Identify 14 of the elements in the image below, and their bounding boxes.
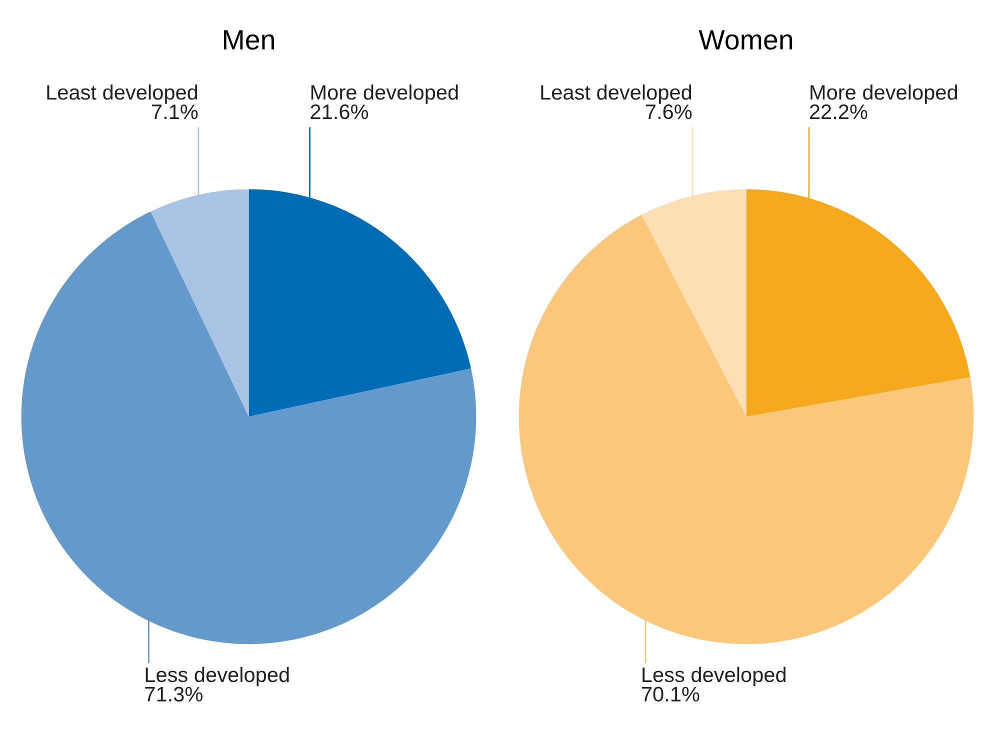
slice-label: More developed: [311, 84, 458, 104]
slice-label: Less developed: [146, 666, 289, 686]
data-label: 21.6%: [310, 104, 368, 120]
slice-label: Least developed: [541, 84, 692, 104]
slice-label: More developed: [810, 84, 957, 104]
data-label: 70.1%: [642, 686, 700, 702]
chart-title: Men: [224, 30, 274, 50]
slice-label: Less developed: [642, 666, 786, 686]
data-label: 7.1%: [152, 104, 198, 120]
chart-title: Women: [698, 30, 792, 50]
slice-label: Least developed: [47, 84, 198, 104]
data-label: 7.6%: [646, 104, 692, 120]
data-label: 22.2%: [810, 104, 868, 120]
data-label: 71.3%: [145, 686, 202, 702]
